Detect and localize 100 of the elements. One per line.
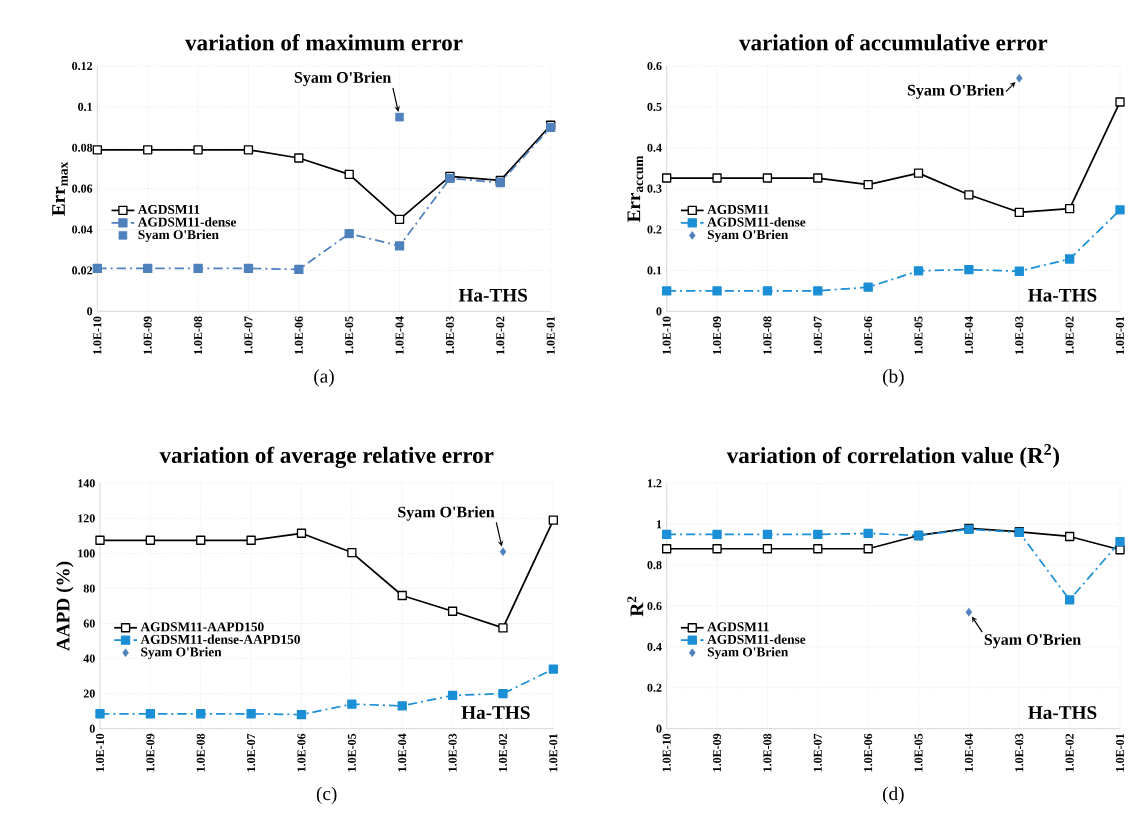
x-tick-label: 1.0E-10 bbox=[662, 733, 671, 772]
y-tick-label: 1.2 bbox=[647, 479, 662, 488]
annotation: Syam O'Brien bbox=[294, 71, 392, 87]
chart-title: variation of maximum error bbox=[185, 34, 463, 51]
x-tick-label: 1.0E-04 bbox=[964, 316, 973, 355]
x-tick-label: 1.0E-04 bbox=[964, 733, 973, 772]
x-tick-label: 1.0E-07 bbox=[813, 316, 822, 355]
y-tick-label: 0.02 bbox=[72, 266, 93, 275]
annotation: Syam O'Brien bbox=[907, 84, 1005, 99]
y-tick-label: 0.2 bbox=[647, 225, 662, 234]
y-axis-title: R$^{2}$ bbox=[627, 596, 644, 617]
y-tick-label: 0 bbox=[89, 724, 95, 733]
x-tick-label: 1.0E-05 bbox=[914, 733, 923, 772]
y-tick-label: 0 bbox=[656, 724, 662, 733]
x-tick-label: 1.0E-07 bbox=[247, 733, 256, 772]
x-tick-label: 1.0E-05 bbox=[345, 316, 354, 355]
x-tick-label: 1.0E-03 bbox=[1015, 733, 1024, 772]
y-tick-label: 0 bbox=[87, 307, 93, 316]
x-tick-label: 1.0E-06 bbox=[864, 733, 873, 772]
x-tick-label: 1.0E-09 bbox=[146, 733, 155, 772]
x-tick-label: 1.0E-08 bbox=[763, 316, 772, 355]
x-tick-label: 1.0E-07 bbox=[813, 733, 822, 772]
annotation: Syam O'Brien bbox=[984, 633, 1081, 649]
legend-label: AGDSM11-dense bbox=[137, 217, 237, 227]
y-tick-label: 0.3 bbox=[647, 184, 662, 193]
y-axis-title: AAPD (%) bbox=[56, 561, 74, 651]
x-tick-label: 1.0E-09 bbox=[712, 316, 722, 355]
text: (a) bbox=[314, 369, 334, 387]
x-tick-label: 1.0E-06 bbox=[297, 733, 306, 772]
y-axis-title: Err$_{accum}$ bbox=[627, 155, 644, 223]
legend-label: Syam O'Brien bbox=[707, 229, 789, 242]
x-tick-label: 1.0E-10 bbox=[662, 316, 671, 355]
y-tick-label: 1 bbox=[656, 520, 662, 529]
x-tick-label: 1.0E-06 bbox=[294, 316, 303, 355]
chart-title: variation of accumulative error bbox=[739, 34, 1048, 51]
y-tick-label: 120 bbox=[78, 514, 95, 523]
x-tick-label: 1.0E-01 bbox=[1115, 734, 1125, 772]
y-tick-label: 0.4 bbox=[647, 642, 662, 651]
y-tick-label: 20 bbox=[83, 689, 95, 698]
x-tick-label: 1.0E-09 bbox=[143, 316, 152, 355]
y-tick-label: 140 bbox=[78, 479, 95, 488]
y-tick-label: 80 bbox=[83, 584, 95, 593]
x-tick-label: 1.0E-04 bbox=[398, 733, 407, 772]
legend-label: AGDSM11 bbox=[137, 205, 200, 214]
y-tick-label: 0.08 bbox=[72, 143, 93, 152]
x-tick-label: 1.0E-05 bbox=[914, 316, 923, 355]
x-tick-label: 1.0E-09 bbox=[712, 733, 722, 772]
x-tick-label: 1.0E-05 bbox=[347, 733, 356, 772]
x-tick-label: 1.0E-01 bbox=[1115, 316, 1125, 355]
y-tick-label: 0.04 bbox=[72, 225, 93, 234]
x-tick-label: 1.0E-10 bbox=[93, 316, 102, 355]
legend-label: AGDSM11 bbox=[707, 622, 769, 632]
y-tick-label: 0.6 bbox=[647, 61, 662, 71]
x-tick-label: 1.0E-01 bbox=[549, 734, 558, 772]
y-tick-label: 0.4 bbox=[647, 143, 662, 152]
legend-label: AGDSM11 bbox=[707, 205, 769, 214]
annotation: Ha-THS bbox=[461, 706, 530, 720]
y-tick-label: 100 bbox=[78, 549, 95, 558]
annotation: Syam O'Brien bbox=[398, 506, 495, 521]
y-tick-label: 0.06 bbox=[72, 184, 93, 193]
y-tick-label: 0.1 bbox=[78, 102, 92, 111]
y-tick-label: 0.1 bbox=[647, 266, 662, 275]
x-tick-label: 1.0E-02 bbox=[1065, 316, 1074, 355]
legend-label: AGDSM11-dense bbox=[707, 217, 806, 227]
x-tick-label: 1.0E-08 bbox=[193, 316, 203, 355]
y-tick-label: 40 bbox=[83, 654, 95, 663]
x-tick-label: 1.0E-08 bbox=[763, 733, 772, 772]
y-tick-label: 60 bbox=[83, 619, 95, 628]
chart-title: variation of correlation value (R$^{2}$) bbox=[726, 444, 1059, 468]
legend-label: AGDSM11-AAPD150 bbox=[140, 622, 264, 632]
x-tick-label: 1.0E-02 bbox=[1065, 733, 1074, 772]
x-tick-label: 1.0E-06 bbox=[864, 316, 873, 355]
legend-label: Syam O'Brien bbox=[141, 647, 222, 660]
legend-label: Syam O'Brien bbox=[707, 647, 789, 660]
y-tick-label: 0.5 bbox=[647, 102, 662, 111]
x-tick-label: 1.0E-04 bbox=[395, 316, 404, 355]
y-tick-label: 0.8 bbox=[647, 561, 662, 570]
x-tick-label: 1.0E-08 bbox=[196, 733, 205, 772]
annotation: Ha-THS bbox=[458, 288, 528, 302]
y-axis-title: Err$_{max}$ bbox=[52, 161, 68, 216]
x-tick-label: 1.0E-02 bbox=[496, 316, 505, 355]
x-tick-label: 1.0E-07 bbox=[244, 316, 253, 355]
x-tick-label: 1.0E-01 bbox=[546, 316, 555, 355]
y-tick-label: 0.2 bbox=[647, 683, 662, 692]
annotation: Ha-THS bbox=[1028, 706, 1097, 720]
x-tick-label: 1.0E-03 bbox=[448, 733, 457, 772]
x-tick-label: 1.0E-03 bbox=[1015, 316, 1024, 355]
text: (b) bbox=[882, 369, 904, 387]
annotation: Ha-THS bbox=[1028, 288, 1097, 302]
x-tick-label: 1.0E-10 bbox=[95, 733, 105, 772]
legend-label: Syam O'Brien bbox=[138, 229, 219, 242]
y-tick-label: 0.12 bbox=[72, 61, 93, 71]
x-tick-label: 1.0E-03 bbox=[445, 316, 454, 355]
x-tick-label: 1.0E-02 bbox=[498, 733, 508, 772]
y-tick-label: 0 bbox=[656, 307, 662, 316]
legend-label: AGDSM11-dense bbox=[707, 634, 806, 644]
chart-title: variation of average relative error bbox=[159, 446, 494, 468]
y-tick-label: 0.6 bbox=[647, 601, 662, 611]
legend-label: AGDSM11-dense-AAPD150 bbox=[140, 634, 300, 644]
text: (d) bbox=[882, 786, 904, 805]
